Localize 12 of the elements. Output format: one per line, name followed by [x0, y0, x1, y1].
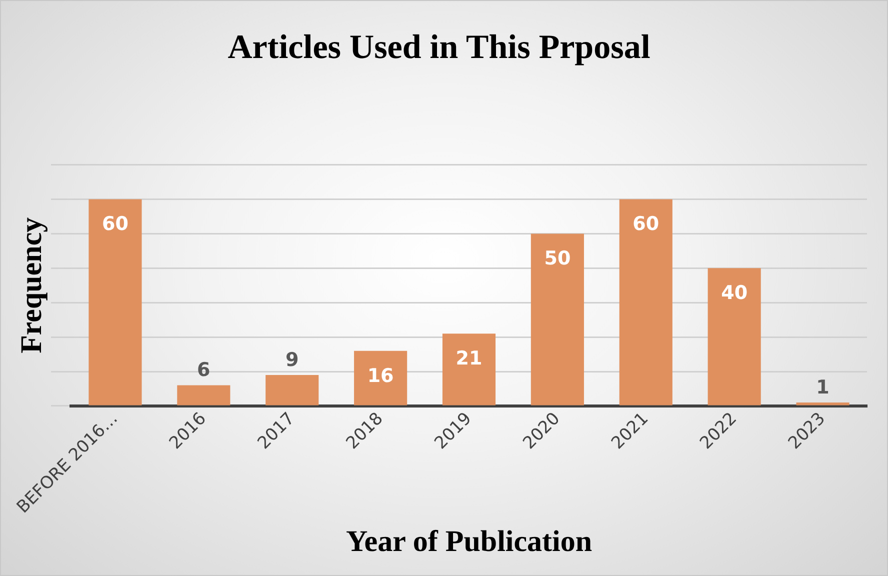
x-axis-title: Year of Publication	[346, 524, 592, 558]
data-label: 21	[456, 348, 482, 370]
data-label: 50	[544, 248, 571, 270]
data-label: 9	[285, 348, 299, 371]
data-label: 40	[721, 282, 748, 304]
data-label: 16	[367, 364, 394, 387]
data-label: 6	[197, 359, 210, 382]
data-label: 60	[102, 213, 128, 236]
y-axis-title: Frequency	[14, 217, 48, 354]
data-label: 1	[816, 376, 830, 398]
data-label: 60	[632, 213, 660, 236]
chart-title: Articles Used in This Prposal	[228, 29, 650, 66]
